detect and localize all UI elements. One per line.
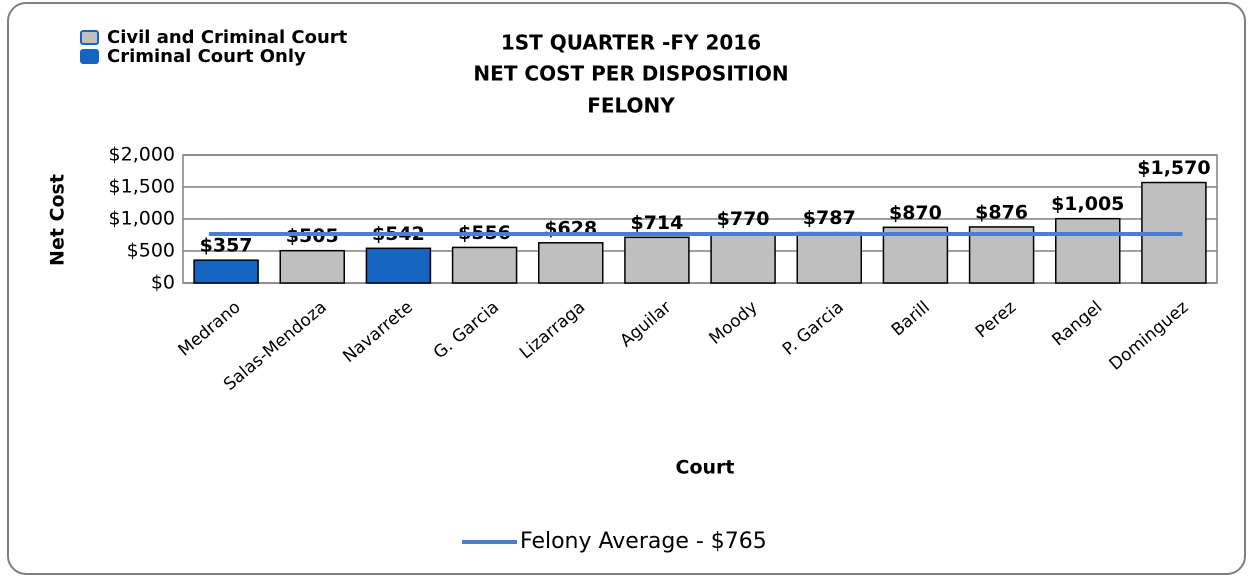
bar — [624, 236, 690, 284]
legend-label: Criminal Court Only — [107, 46, 306, 67]
chart-frame — [7, 2, 1246, 575]
data-label: $876 — [975, 201, 1028, 223]
chart-title: 1ST QUARTER -FY 2016 — [501, 31, 761, 55]
bar — [279, 249, 345, 284]
chart-title: FELONY — [587, 94, 675, 118]
bar — [710, 232, 776, 284]
y-tick-label: $2,000 — [109, 144, 175, 166]
bar — [882, 226, 949, 284]
bar — [796, 231, 862, 284]
y-tick-label: $1,500 — [109, 176, 175, 198]
data-label: $870 — [889, 202, 942, 224]
bar — [1055, 217, 1121, 284]
data-label: $357 — [200, 235, 253, 257]
y-tick-label: $0 — [151, 272, 175, 294]
y-tick-label: $1,000 — [109, 208, 175, 230]
bar — [451, 246, 518, 284]
bar — [365, 247, 432, 284]
data-label: $1,005 — [1051, 193, 1124, 215]
data-label: $505 — [286, 225, 339, 247]
legend-label: Civil and Criminal Court — [107, 27, 348, 48]
chart-title: NET COST PER DISPOSITION — [473, 62, 788, 86]
bar — [968, 226, 1035, 284]
data-label: $714 — [630, 212, 683, 234]
y-axis-title: Net Cost — [47, 174, 69, 266]
legend-label: Felony Average - $765 — [520, 529, 767, 554]
y-tick-label: $500 — [127, 240, 175, 262]
bar — [538, 242, 604, 284]
legend-swatch — [80, 49, 99, 64]
x-axis-title: Court — [676, 457, 735, 479]
bar — [193, 259, 259, 284]
legend-swatch — [80, 30, 99, 45]
data-label: $787 — [803, 207, 856, 229]
data-label: $770 — [717, 208, 770, 230]
data-label: $1,570 — [1137, 157, 1210, 179]
